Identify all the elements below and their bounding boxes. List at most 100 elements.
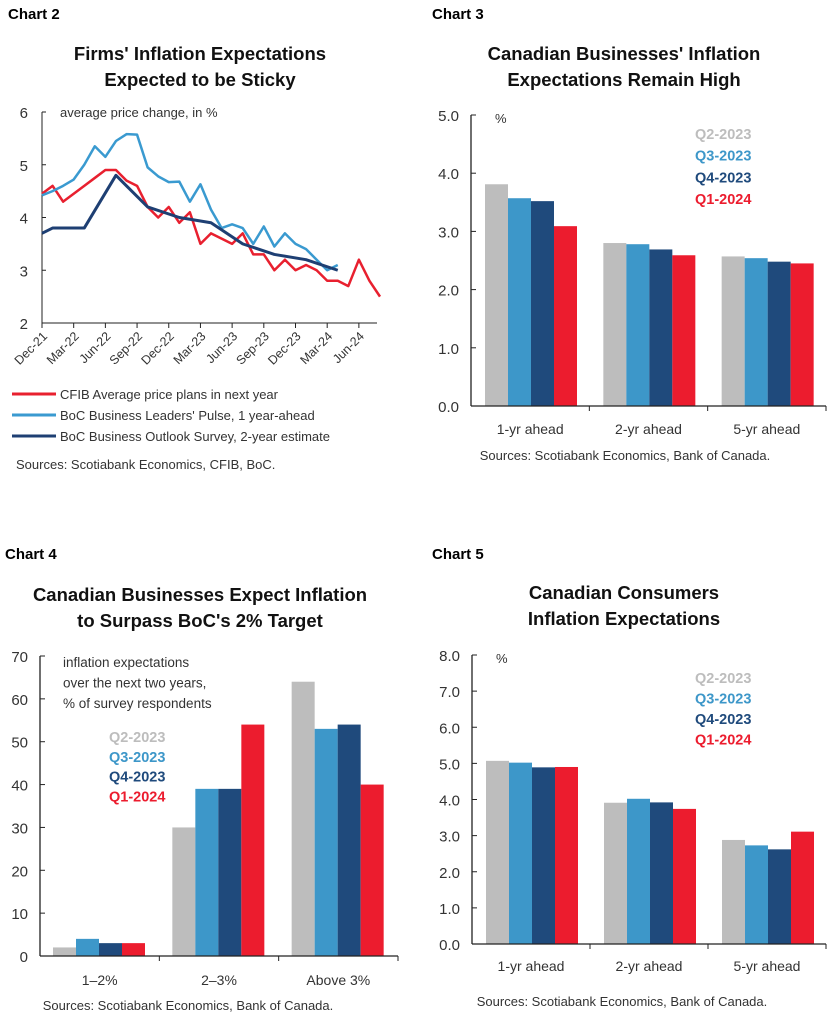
x-tick-label: Mar-22 (44, 329, 82, 367)
bar-q1-2024-2 (673, 808, 696, 944)
category-label: 5-yr ahead (733, 421, 800, 437)
source-note: Sources: Scotiabank Economics, CFIB, BoC… (16, 457, 275, 472)
x-tick-label: Jun-22 (77, 329, 114, 366)
y-tick-label: 7.0 (439, 684, 460, 701)
category-label: Above 3% (306, 972, 370, 988)
category-label: 1-yr ahead (497, 421, 564, 437)
source-note: Sources: Scotiabank Economics, Bank of C… (477, 994, 768, 1009)
x-tick-label: Dec-23 (265, 329, 303, 367)
bar-q4-2023-2 (649, 249, 673, 406)
bar-q4-2023-1 (532, 767, 555, 944)
chart-3-label: Chart 3 (432, 6, 484, 23)
y-tick-label: 3 (20, 263, 28, 280)
y-tick-label: 50 (11, 735, 28, 752)
legend-label: Q1-2024 (695, 192, 751, 208)
chart-5-title: Canadian Consumers Inflation Expectation… (420, 580, 828, 632)
bar-q1-2024-3 (360, 784, 384, 956)
y-tick-label: 30 (11, 820, 28, 837)
category-label: 2–3% (201, 972, 237, 988)
y-tick-label: 2.0 (439, 865, 460, 882)
title-line: Firms' Inflation Expectations (73, 43, 327, 64)
title-line: Inflation Expectations (527, 608, 721, 629)
y-tick-label: 1.0 (438, 341, 459, 358)
bar-q1-2024-3 (791, 831, 814, 944)
bar-q3-2023-3 (314, 728, 338, 956)
bar-q2-2023-1 (53, 947, 76, 956)
bar-q4-2023-3 (337, 724, 361, 956)
bar-q3-2023-1 (508, 198, 531, 406)
bar-q3-2023-1 (76, 938, 99, 956)
bar-q3-2023-3 (745, 845, 768, 944)
bar-q4-2023-3 (767, 261, 791, 406)
x-tick-label: Sep-22 (107, 329, 145, 367)
unit-label: over the next two years, (63, 676, 206, 691)
bar-q3-2023-3 (744, 258, 768, 406)
title-line: Canadian Businesses Expect Inflation (32, 584, 368, 605)
legend-label: Q3-2023 (109, 750, 165, 766)
category-label: 2-yr ahead (616, 958, 683, 974)
bar-q2-2023-2 (604, 802, 627, 944)
bar-q4-2023-1 (99, 943, 122, 956)
x-tick-label: Sep-23 (234, 329, 272, 367)
legend-label: Q2-2023 (695, 127, 751, 143)
bar-q2-2023-3 (291, 681, 315, 956)
title-line: to Surpass BoC's 2% Target (77, 610, 323, 631)
legend-label: Q1-2024 (695, 733, 751, 749)
y-tick-label: 70 (11, 649, 28, 666)
y-tick-label: 60 (11, 692, 28, 709)
bar-q3-2023-2 (627, 798, 650, 944)
legend-label: Q2-2023 (695, 671, 751, 687)
bar-q2-2023-3 (722, 839, 745, 944)
x-tick-label: Dec-21 (12, 329, 50, 367)
y-tick-label: 3.0 (439, 829, 460, 846)
unit-label: % (496, 651, 508, 666)
line-series-3 (41, 173, 339, 272)
bar-q1-2024-1 (555, 766, 578, 944)
y-tick-label: 0.0 (439, 937, 460, 954)
chart-4-label: Chart 4 (5, 546, 57, 563)
unit-label: average price change, in % (60, 105, 218, 120)
category-label: 5-yr ahead (734, 958, 801, 974)
y-tick-label: 0.0 (438, 399, 459, 416)
source-note: Sources: Scotiabank Economics, Bank of C… (43, 998, 334, 1013)
title-line: Expected to be Sticky (104, 69, 296, 90)
bar-q1-2024-1 (122, 943, 145, 956)
legend-label: Q4-2023 (109, 770, 165, 786)
x-tick-label: Mar-24 (297, 329, 335, 367)
y-tick-label: 3.0 (438, 224, 459, 241)
bar-q2-2023-1 (486, 760, 509, 944)
y-tick-label: 6 (20, 105, 28, 122)
y-tick-label: 0 (20, 949, 28, 966)
category-label: 1-yr ahead (498, 958, 565, 974)
bar-q3-2023-2 (626, 244, 650, 406)
y-tick-label: 5.0 (439, 756, 460, 773)
title-line: Canadian Businesses' Inflation (487, 43, 761, 64)
y-tick-label: 1.0 (439, 901, 460, 918)
y-tick-label: 4 (20, 211, 28, 228)
legend-label: Q4-2023 (695, 712, 751, 728)
bar-q3-2023-2 (195, 788, 219, 956)
bar-q1-2024-2 (672, 255, 696, 406)
legend-label: BoC Business Leaders' Pulse, 1 year-ahea… (60, 408, 315, 423)
line-series-1 (41, 168, 382, 298)
bar-q1-2024-2 (241, 724, 265, 956)
y-tick-label: 6.0 (439, 720, 460, 737)
category-label: 2-yr ahead (615, 421, 682, 437)
y-tick-label: 4.0 (439, 793, 460, 810)
unit-label: % (495, 111, 507, 126)
unit-label: % of survey respondents (63, 696, 212, 711)
legend-label: Q4-2023 (695, 170, 751, 186)
title-line: Canadian Consumers (528, 582, 720, 603)
legend-label: Q1-2024 (109, 789, 165, 805)
x-tick-label: Jun-24 (330, 329, 367, 366)
bar-q3-2023-1 (509, 762, 532, 944)
unit-label: inflation expectations (63, 655, 189, 670)
legend-label: Q3-2023 (695, 149, 751, 165)
x-tick-label: Dec-22 (138, 329, 176, 367)
y-tick-label: 5.0 (438, 108, 459, 125)
legend-label: BoC Business Outlook Survey, 2-year esti… (60, 429, 330, 444)
bar-q4-2023-2 (650, 802, 673, 944)
x-tick-label: Mar-23 (171, 329, 209, 367)
